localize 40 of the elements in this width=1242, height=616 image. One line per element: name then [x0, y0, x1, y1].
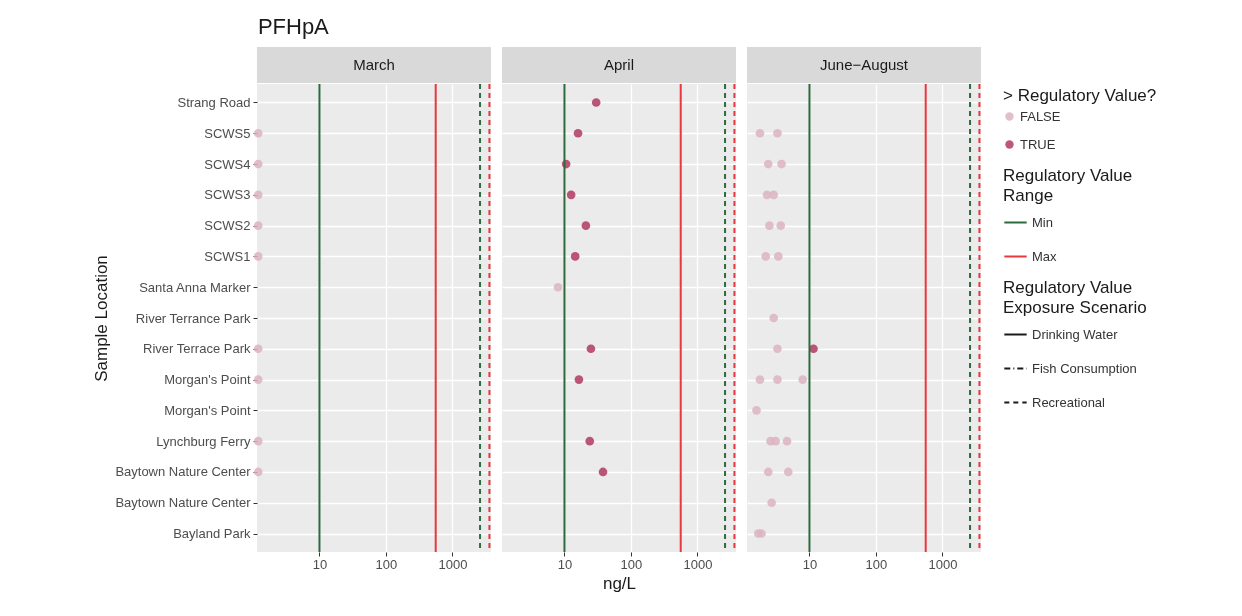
y-tick-label: SCWS4 [204, 156, 251, 172]
y-tick-label: SCWS1 [204, 248, 251, 264]
legend-title: > Regulatory Value? [1003, 86, 1157, 105]
x-tick-label: 1000 [438, 556, 468, 572]
chart-subtitle: June−August [820, 56, 909, 73]
x-axis-title: ng/L [602, 573, 637, 593]
text: Max [1032, 248, 1058, 264]
y-tick-label: SCWS5 [204, 125, 251, 141]
y-tick-label: River Terrace Park [143, 341, 251, 357]
text: Regulatory Value Range [1003, 166, 1133, 205]
text: Drinking Water [1032, 326, 1119, 342]
x-tick-label: 10 [802, 556, 818, 572]
chart-subtitle: April [603, 56, 635, 73]
legend-label: FALSE [1020, 108, 1061, 124]
x-tick-label: 100 [865, 556, 888, 572]
y-tick-label: Baytown Nature Center [115, 464, 252, 480]
y-tick-label: Strang Road [177, 94, 251, 110]
y-tick-label: Morgan's Point [164, 372, 251, 388]
y-tick-label: SCWS2 [204, 218, 251, 234]
chart-subtitle: March [353, 56, 395, 73]
text: Recreational [1032, 394, 1106, 410]
text: Fish Consumption [1032, 360, 1137, 376]
x-tick-label: 10 [312, 556, 328, 572]
text: Regulatory Value Exposure Scenario [1003, 278, 1147, 317]
chart-title: PFHpA [257, 14, 330, 39]
y-axis-title: Sample Location [92, 255, 112, 382]
text: Min [1032, 214, 1053, 230]
y-tick-label: Morgan's Point [164, 402, 251, 418]
y-tick-label: Baytown Nature Center [115, 495, 252, 511]
x-tick-label: 1000 [928, 556, 958, 572]
y-tick-label: SCWS3 [204, 187, 251, 203]
y-tick-label: River Terrance Park [135, 310, 251, 326]
legend-label: TRUE [1020, 136, 1056, 152]
y-tick-label: Bayland Park [173, 526, 251, 542]
y-tick-label: Santa Anna Marker [139, 279, 252, 295]
x-tick-label: 10 [557, 556, 573, 572]
x-tick-label: 100 [620, 556, 643, 572]
x-tick-label: 1000 [683, 556, 713, 572]
x-tick-label: 100 [375, 556, 398, 572]
y-tick-label: Lynchburg Ferry [156, 433, 251, 449]
